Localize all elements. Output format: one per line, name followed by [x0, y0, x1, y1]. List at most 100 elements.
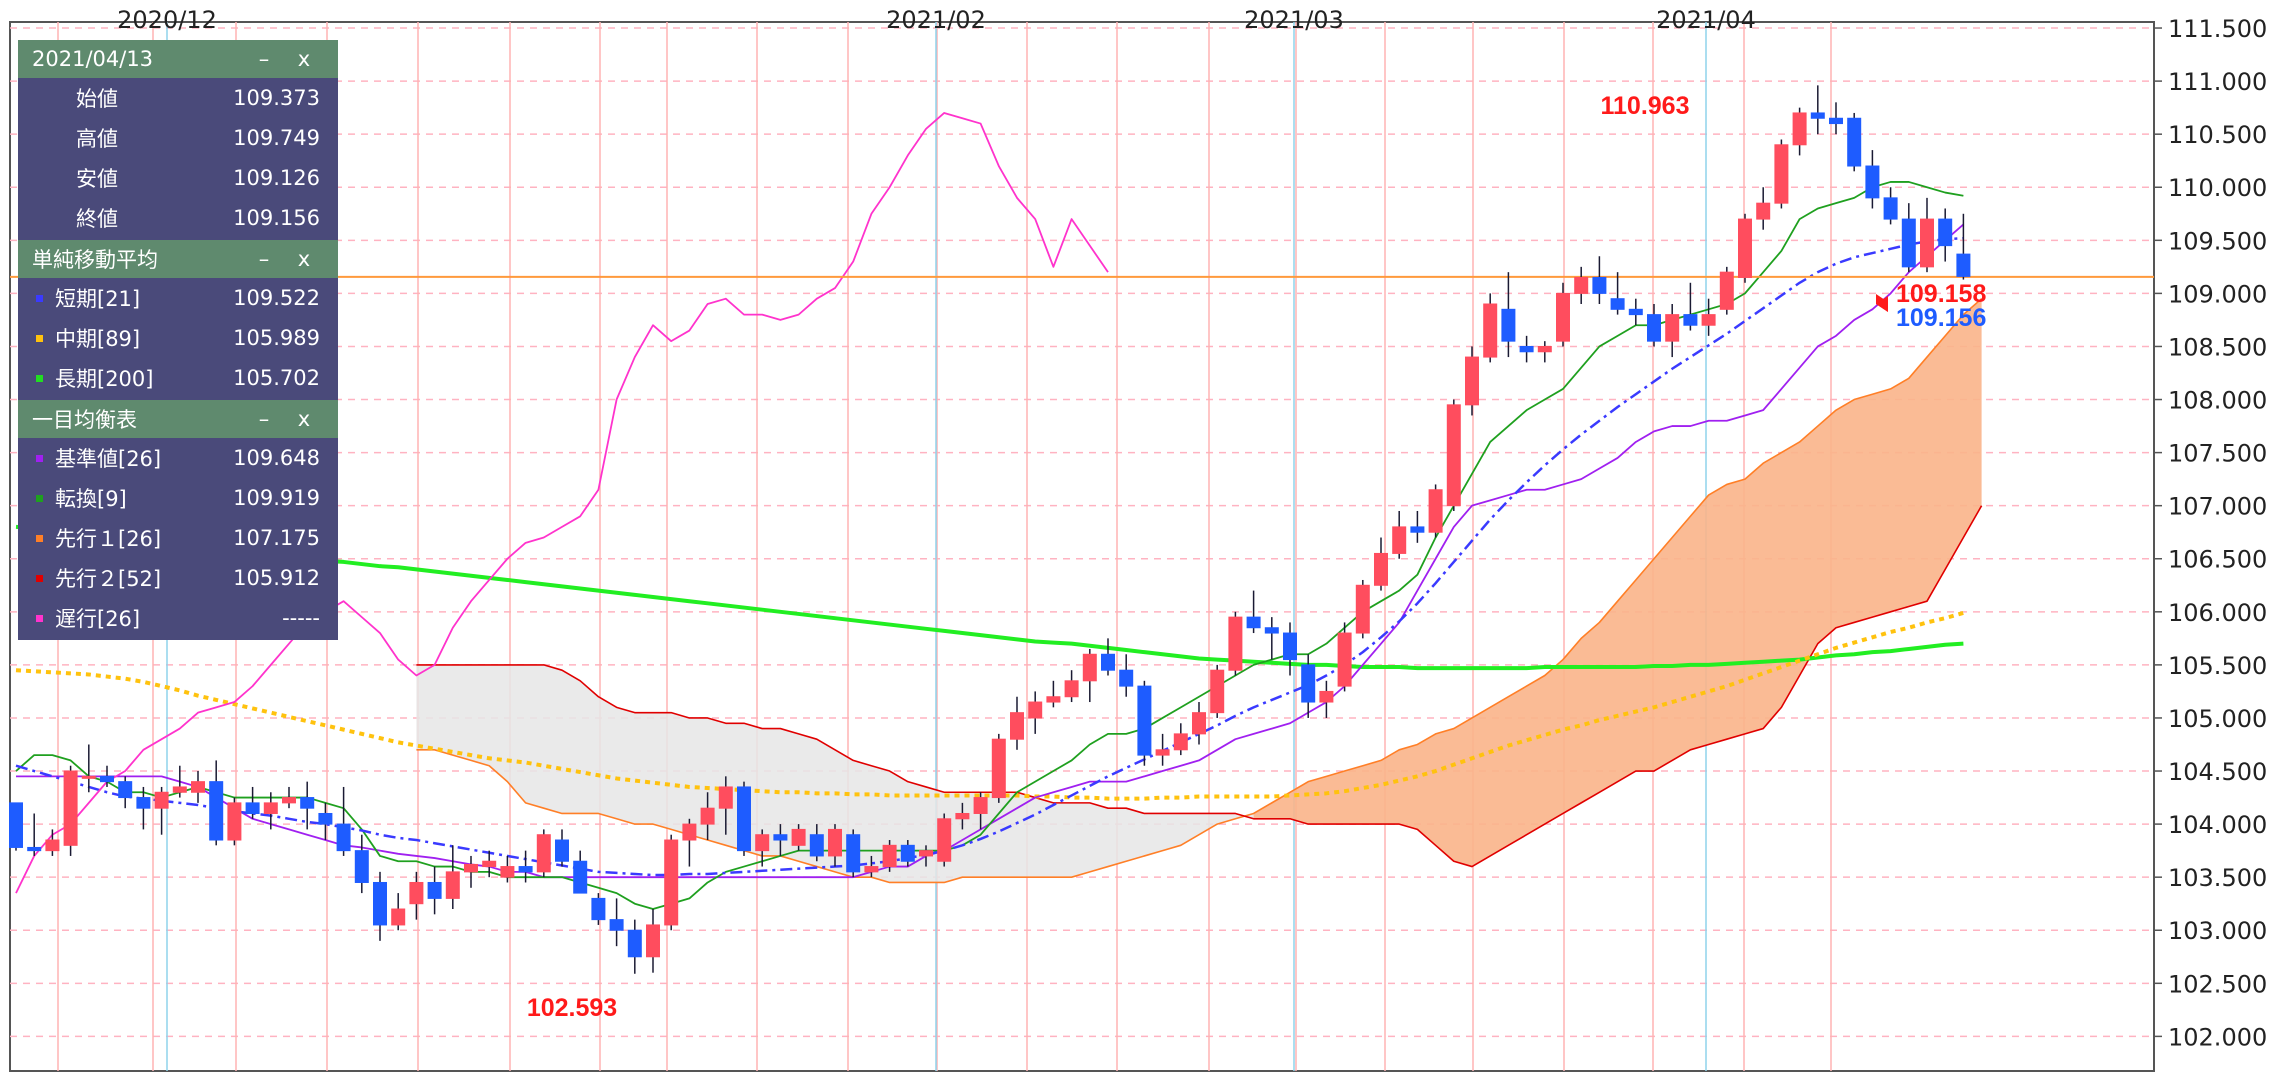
candle-body: [318, 812, 333, 825]
y-tick-label: 106.000: [2168, 599, 2267, 627]
candle-body: [536, 834, 551, 873]
chikou-line: [15, 112, 1109, 894]
y-tick-label: 104.500: [2168, 758, 2267, 786]
y-tick-label: 108.500: [2168, 333, 2267, 361]
candle-body: [882, 844, 897, 868]
candle-body: [1010, 712, 1024, 740]
candle-body: [1137, 685, 1152, 756]
ichimoku-section: 基準値[26] 109.648 転換[9] 109.919 先行１[26] 107.1…: [18, 438, 338, 640]
span-b-line: [416, 505, 1983, 868]
candle-body: [464, 863, 478, 873]
candle-body: [427, 881, 442, 899]
candle-body: [1683, 314, 1698, 326]
candle-body: [1228, 616, 1243, 671]
ichimoku-row-tenkan: 転換[9] 109.919: [18, 478, 338, 518]
sma-header: 単純移動平均 – x: [18, 240, 338, 278]
candle-body: [864, 866, 879, 873]
candle-body: [300, 797, 315, 809]
candle-body: [1865, 165, 1880, 199]
candle-body: [591, 897, 606, 921]
candle-body: [682, 823, 697, 841]
indicator-label: 長期[200]: [55, 367, 154, 391]
y-tick-label: 110.500: [2168, 121, 2267, 149]
ohlc-label: 高値: [76, 127, 118, 151]
candle-body: [1246, 616, 1261, 629]
indicator-value: 109.648: [233, 446, 320, 470]
ohlc-minimize-button[interactable]: –: [258, 47, 270, 71]
indicator-value: 107.175: [233, 526, 320, 550]
candle-body: [1920, 218, 1934, 268]
ichimoku-row-chikou: 遅行[26] -----: [18, 598, 338, 638]
candle-body: [172, 786, 187, 793]
candle-body: [773, 834, 788, 841]
candle-body: [100, 775, 114, 783]
kijun-swatch-icon: [36, 454, 43, 462]
x-tick-label: 2021/02: [886, 6, 986, 34]
sma-row-mid: 中期[89] 105.989: [18, 318, 338, 358]
candle-body: [1319, 690, 1334, 703]
ohlc-section: 始値 109.373 高値 109.749 安値 109.126 終値 109.156: [18, 78, 338, 240]
candle-body: [737, 786, 751, 852]
ichimoku-header: 一目均衡表 – x: [18, 400, 338, 438]
candle-body: [1483, 303, 1498, 358]
ohlc-close-button[interactable]: x: [297, 47, 311, 71]
candle-body: [1774, 144, 1789, 204]
candle-body: [1337, 632, 1352, 687]
candle-body: [755, 834, 770, 852]
sma-long-swatch-icon: [36, 374, 43, 382]
y-tick-label: 106.500: [2168, 546, 2267, 574]
candle-body: [27, 846, 42, 852]
indicator-label: 転換[9]: [55, 487, 127, 511]
candle-body: [409, 881, 424, 905]
candle-body: [1465, 356, 1479, 406]
candle-body: [828, 828, 842, 857]
candle-body: [1610, 298, 1625, 310]
candle-body: [718, 786, 733, 809]
span-a-swatch-icon: [36, 534, 43, 542]
ichimoku-minimize-button[interactable]: –: [258, 407, 270, 431]
ohlc-value: 109.373: [233, 86, 320, 110]
y-tick-label: 105.000: [2168, 705, 2267, 733]
indicator-label: 先行１[26]: [55, 527, 162, 551]
y-tick-label: 111.500: [2168, 15, 2267, 43]
candle-body: [1155, 749, 1170, 756]
ohlc-row-open: 始値 109.373: [18, 78, 338, 118]
candle-body: [45, 839, 60, 852]
x-tick-label: 2021/04: [1656, 6, 1756, 34]
sma-mid-swatch-icon: [36, 334, 43, 342]
candle-body: [1792, 112, 1807, 146]
candle-body: [555, 839, 569, 862]
last-price-arrow-icon: [1876, 296, 1888, 312]
ichimoku-row-span-b: 先行２[52] 105.912: [18, 558, 338, 598]
candle-body: [9, 802, 23, 848]
candle-body: [1592, 276, 1607, 294]
candle-body: [1301, 664, 1316, 703]
sma-close-button[interactable]: x: [297, 247, 311, 271]
y-tick-label: 109.500: [2168, 227, 2267, 255]
candle-body: [846, 834, 861, 873]
cloud-bullish-area: [1253, 298, 1982, 867]
candle-body: [664, 839, 679, 926]
candle-body: [1355, 584, 1370, 634]
axes: 102.000 102.500 103.000 103.500 104.000 104.5…: [117, 6, 2267, 1051]
candle-body: [900, 844, 915, 862]
candle-body: [1574, 276, 1589, 294]
candle-body: [1628, 308, 1643, 316]
candle-body: [518, 866, 533, 873]
ohlc-row-low: 安値 109.126: [18, 158, 338, 198]
candle-body: [1556, 292, 1570, 342]
ohlc-row-close: 終値 109.156: [18, 198, 338, 238]
indicator-value: -----: [282, 606, 320, 630]
indicator-value: 109.522: [233, 286, 320, 310]
candle-body: [1283, 632, 1297, 661]
tenkan-swatch-icon: [36, 494, 43, 502]
sma-mid-line: [15, 610, 1964, 801]
y-tick-label: 103.500: [2168, 864, 2267, 892]
chikou-swatch-icon: [36, 614, 43, 622]
candle-body: [1901, 218, 1916, 268]
ichimoku-close-button[interactable]: x: [297, 407, 311, 431]
sma-title: 単純移動平均: [32, 248, 158, 272]
indicator-label: 先行２[52]: [55, 567, 162, 591]
sma-minimize-button[interactable]: –: [258, 247, 270, 271]
